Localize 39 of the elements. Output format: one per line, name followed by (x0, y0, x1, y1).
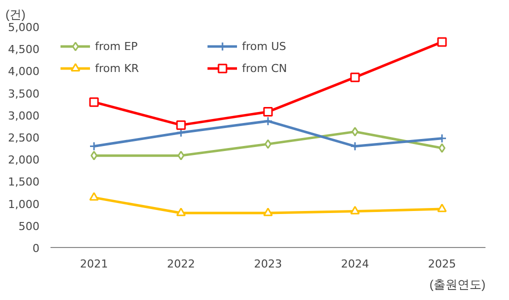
point (90, 150, 98, 160)
y-tick-label: 5,000 (8, 21, 40, 34)
point (263, 107, 273, 117)
y-tick-label: 2,500 (8, 132, 40, 144)
y-tick-label: 500 (18, 220, 40, 233)
y-tick-label: 4,500 (8, 43, 40, 56)
x-axis-title: (출원연도) (430, 278, 486, 292)
y-tick-label: 1,000 (8, 198, 40, 211)
point (89, 192, 99, 201)
point (437, 204, 447, 212)
point (89, 142, 99, 152)
x-tick-label: 2024 (341, 258, 370, 270)
point (176, 208, 186, 216)
y-tick-label: 0 (32, 242, 40, 255)
y-axis-title: (건) (6, 8, 26, 22)
point (350, 72, 360, 82)
point (263, 116, 273, 126)
y-tick-label: 1,500 (8, 176, 40, 189)
x-tick-label: 2023 (254, 258, 282, 270)
legend-label: from US (242, 40, 288, 52)
legend-label: from CN (242, 62, 288, 74)
legend-label: from KR (95, 62, 140, 74)
point (438, 143, 446, 153)
y-tick-label: 4,000 (8, 65, 40, 78)
x-tick-label: 2022 (167, 258, 196, 270)
x-tick-label: 2021 (80, 258, 108, 270)
y-tick-label: 2,000 (8, 154, 40, 167)
x-tick-label: 2025 (428, 258, 456, 270)
point (264, 139, 272, 149)
point (176, 120, 186, 130)
y-tick-label: 3,500 (8, 87, 40, 100)
point (263, 208, 273, 216)
legend-label: from EP (95, 40, 139, 52)
point (352, 126, 358, 136)
point (437, 37, 447, 47)
point (89, 97, 99, 107)
point (350, 206, 360, 214)
y-tick-label: 3,000 (8, 109, 40, 122)
point (178, 150, 184, 160)
